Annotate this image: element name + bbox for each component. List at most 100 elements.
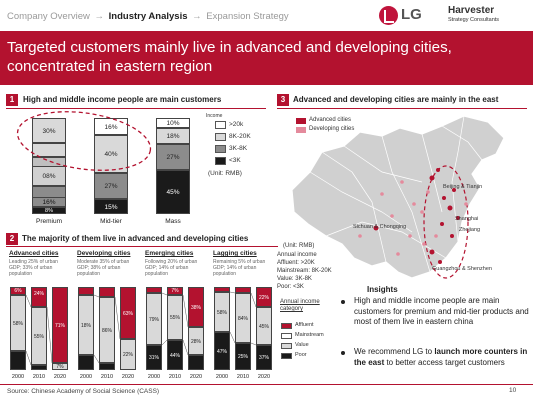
lag-2010-poor: 25% [235, 343, 251, 370]
mass-seg-value: 27% [156, 144, 190, 170]
premium-seg-mainstream-label: 08% [32, 166, 66, 186]
section-3-divider [277, 108, 527, 109]
legend-title: Income [206, 113, 223, 119]
emg-2020-affluent: 38% [188, 287, 204, 327]
city-label-zhejiang: Zhejiang [459, 227, 481, 233]
premium-seg-affluent-b [32, 143, 66, 157]
legend-swatch-mainstream-2 [281, 333, 292, 339]
year-label: 2020 [121, 374, 135, 380]
breadcrumb-step-3[interactable]: Expansion Strategy [206, 11, 289, 22]
lag-2020-poor: 37% [256, 345, 272, 370]
title-line-2: concentrated in eastern region [7, 58, 213, 75]
map-legend-advanced-swatch [296, 118, 306, 124]
legend-swatch-affluent-2 [281, 323, 292, 329]
group-sub-emerging: Following 20% of urban GDP; 14% of urban… [145, 259, 198, 277]
emg-2000-value: 79% [146, 293, 162, 345]
breadcrumb-step-1[interactable]: Company Overview [7, 11, 90, 22]
unit-note: (Unit: RMB) [208, 170, 242, 177]
highlight-ellipse [16, 111, 152, 171]
consultant-sub: Strategy Consultants [448, 17, 500, 23]
adv-2020-value: 7% [52, 363, 68, 370]
city-label-shanghai: Shanghai [455, 216, 479, 222]
premium-seg-value-label: 16% [32, 197, 66, 207]
emg-2000-poor: 31% [146, 345, 162, 370]
year-label: 2020 [53, 374, 67, 380]
map-legend-developing: Developing cities [309, 126, 355, 132]
lag-2000-value: 58% [214, 292, 230, 332]
legend-value: 3K-8K [229, 145, 248, 152]
mass-seg-affluent: 10% [156, 118, 190, 128]
legend-title-2: Annual income category [280, 299, 320, 312]
dev-2020-value: 22% [120, 339, 136, 370]
adv-2000-affluent: 6% [10, 287, 26, 295]
city-label-sichuan: Sichuan & Chongqing [353, 224, 407, 230]
mass-seg-mainstream: 18% [156, 128, 190, 144]
china-map-svg [291, 115, 505, 279]
income-definitions: Annual income Affluent: >20K Mainstream:… [277, 252, 332, 290]
lag-2020-affluent: 22% [256, 287, 272, 307]
city-label-beijing: Beijing & Tianjin [443, 184, 483, 190]
adv-2000-value: 58% [10, 295, 26, 351]
year-label: 2010 [236, 374, 250, 380]
section-2-divider [6, 246, 278, 247]
map-legend-developing-swatch [296, 127, 306, 133]
year-label: 2010 [100, 374, 114, 380]
emg-2000-affluent [146, 287, 162, 293]
group-title-emerging: Emerging cities [145, 250, 194, 257]
section-3-title: Advanced and developing cities are mainl… [293, 95, 499, 104]
adv-2000-poor [10, 351, 26, 370]
year-label: 2000 [79, 374, 93, 380]
breadcrumb-step-2[interactable]: Industry Analysis [108, 11, 188, 22]
midtier-seg-affluent: 16% [94, 118, 128, 135]
consultant-logo: Harvester [448, 5, 495, 16]
section-3-number: 3 [277, 94, 289, 106]
lag-2000-affluent [214, 287, 230, 292]
map-legend-advanced: Advanced cities [309, 117, 352, 123]
premium-seg-poor: 8% [32, 207, 66, 214]
emg-2020-poor [188, 355, 204, 370]
insight-2: We recommend LG to launch more counters … [354, 347, 528, 367]
page-number: 10 [509, 387, 517, 394]
insights-title: Insights [367, 285, 398, 294]
dev-2010-value: 86% [99, 297, 115, 363]
adv-2020-affluent: 71% [52, 287, 68, 363]
year-label: 2000 [147, 374, 161, 380]
year-label: 2020 [257, 374, 271, 380]
emg-2010-poor: 44% [167, 340, 183, 370]
source-note: Source: Chinese Academy of Social Scienc… [7, 388, 160, 395]
dev-2000-affluent [78, 287, 94, 295]
bullet-icon [341, 300, 345, 304]
group-title-developing: Developing cities [77, 250, 131, 257]
midtier-seg-value: 27% [94, 173, 128, 199]
legend-swatch-mainstream [215, 133, 226, 141]
emg-2010-affluent: 7% [167, 287, 183, 295]
adv-2010-value: 55% [31, 307, 47, 365]
group-sub-developing: Moderate 35% of urban GDP; 38% of urban … [77, 259, 130, 277]
legend-poor: <3K [229, 157, 241, 164]
legend-affluent: >20k [229, 121, 244, 128]
dev-2020-affluent: 63% [120, 287, 136, 339]
arrow-icon: → [192, 11, 202, 22]
x-label-midtier: Mid-tier [100, 218, 122, 225]
adv-2010-affluent: 24% [31, 287, 47, 307]
breadcrumb: Company Overview → Industry Analysis → E… [7, 11, 289, 22]
section-1-number: 1 [6, 94, 18, 106]
dev-2010-poor [99, 363, 115, 370]
legend-swatch-poor-2 [281, 353, 292, 359]
section-2-number: 2 [6, 233, 18, 245]
section-2-title: The majority of them live in advanced an… [22, 234, 249, 243]
emg-2020-value: 28% [188, 327, 204, 355]
lg-logo-text: LG [401, 6, 422, 23]
unit-note-2: (Unit: RMB) [283, 243, 315, 249]
midtier-seg-poor: 15% [94, 199, 128, 214]
group-title-lagging: Lagging cities [213, 250, 257, 257]
city-label-guangzhou: Guangzhou & Shenzhen [432, 266, 492, 272]
legend-mainstream: 8K-20K [229, 133, 251, 140]
connector-lines [25, 291, 257, 366]
insight-1: High and middle income people are main c… [354, 296, 529, 326]
legend-swatch-poor [215, 157, 226, 165]
year-label: 2000 [215, 374, 229, 380]
midtier-seg-mainstream: 40% [94, 135, 128, 173]
x-label-mass: Mass [165, 218, 181, 225]
